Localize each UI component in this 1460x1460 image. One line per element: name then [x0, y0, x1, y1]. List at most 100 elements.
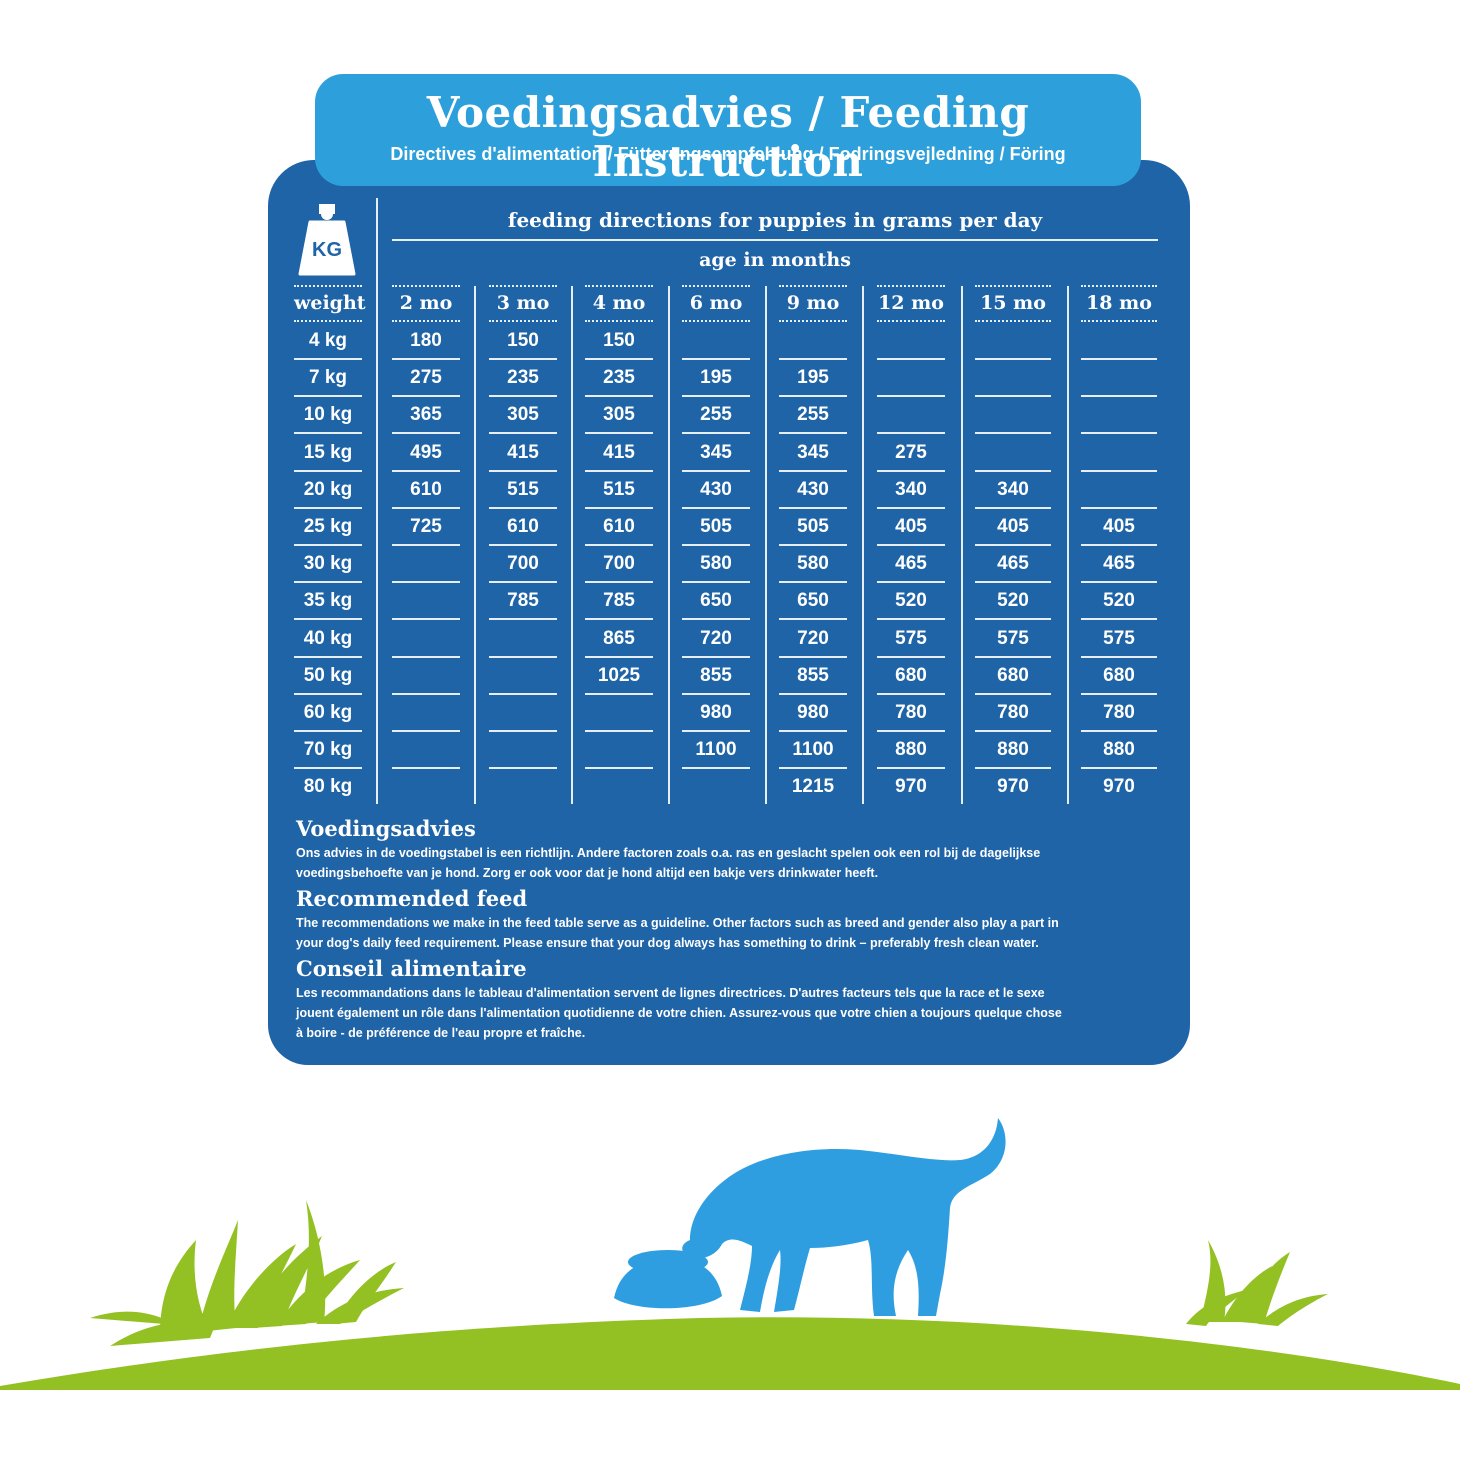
row-rule [975, 395, 1051, 398]
row-rule [975, 767, 1051, 770]
row-rule [294, 395, 362, 398]
row-rule [1081, 767, 1157, 770]
row-rule [779, 544, 847, 546]
grams-cell [682, 770, 750, 804]
grams-cell: 880 [1103, 739, 1135, 761]
row-rule [975, 544, 1051, 546]
grams-cell [1081, 398, 1157, 432]
row-rule [1081, 395, 1157, 398]
dog-eating-on-grass-illustration [0, 1090, 1460, 1394]
header-rule-bottom [392, 320, 460, 322]
ground-hill [0, 1317, 1460, 1390]
row-rule [294, 618, 362, 621]
grams-cell: 1215 [791, 776, 835, 798]
row-rule [585, 469, 653, 472]
food-bowl [614, 1250, 722, 1309]
row-rule [975, 358, 1051, 360]
grams-cell: 780 [895, 702, 927, 723]
header-rule-bottom [1081, 320, 1157, 322]
header-rule-bottom [682, 320, 750, 322]
row-rule [975, 730, 1051, 732]
grams-cell: 855 [797, 664, 829, 686]
row-rule [779, 655, 847, 658]
row-rule [294, 692, 362, 695]
weight-cell: 50 kg [303, 664, 353, 686]
row-rule [1081, 469, 1157, 472]
row-rule [392, 358, 460, 360]
row-rule [392, 692, 460, 695]
header-rule-top [877, 285, 945, 287]
grams-cell: 880 [895, 739, 927, 761]
row-rule [585, 767, 653, 770]
header-rule-top [294, 285, 362, 287]
row-rule [392, 395, 460, 398]
row-rule [392, 544, 460, 546]
note-text-line: Ons advies in de voedingstabel is een ri… [296, 846, 1041, 860]
grams-cell: 580 [797, 553, 829, 575]
row-rule [294, 432, 362, 435]
row-rule [585, 618, 653, 621]
row-rule [877, 692, 945, 695]
row-rule [489, 655, 557, 658]
note-text-line: your dog's daily feed requirement. Pleas… [296, 936, 1039, 950]
grams-cell: 610 [410, 478, 442, 500]
grams-cell: 405 [1103, 516, 1135, 537]
column-divider [571, 286, 573, 804]
grams-cell [489, 733, 557, 767]
grams-cell: 720 [700, 627, 732, 649]
age-column-header: 12 mo [878, 292, 944, 314]
header-rule-top [585, 285, 653, 287]
grams-cell [877, 324, 945, 358]
weight-cell: 4 kg [308, 330, 348, 351]
row-rule [877, 730, 945, 732]
row-rule [1081, 692, 1157, 695]
grams-cell [877, 361, 945, 395]
row-rule [682, 655, 750, 658]
row-rule [682, 544, 750, 546]
column-divider [765, 286, 767, 804]
grams-cell: 520 [997, 590, 1029, 612]
grams-cell: 430 [700, 478, 732, 500]
header-rule-bottom [877, 320, 945, 322]
row-rule [585, 358, 653, 360]
row-rule [1081, 544, 1157, 546]
row-rule [682, 395, 750, 398]
row-rule [489, 692, 557, 695]
grams-cell [489, 696, 557, 730]
row-rule [294, 358, 362, 360]
row-rule [779, 618, 847, 621]
weight-cell: 25 kg [303, 516, 353, 537]
grams-cell: 465 [895, 553, 927, 575]
row-rule [682, 469, 750, 472]
grams-cell [392, 696, 460, 730]
grams-cell: 465 [997, 553, 1029, 575]
row-rule [585, 692, 653, 695]
row-rule [489, 730, 557, 732]
grams-cell: 195 [700, 367, 732, 389]
grams-cell: 465 [1103, 553, 1135, 575]
grams-cell: 650 [797, 590, 829, 612]
grams-cell [975, 436, 1051, 470]
row-rule [294, 469, 362, 472]
grams-cell: 195 [797, 367, 829, 389]
dog-silhouette [682, 1118, 1006, 1316]
grams-cell: 580 [700, 553, 732, 575]
row-rule [682, 618, 750, 621]
row-rule [489, 767, 557, 770]
header-rule-bottom [585, 320, 653, 322]
grams-cell: 680 [997, 664, 1029, 686]
age-column-header: 4 mo [592, 292, 646, 314]
age-column-header: 18 mo [1086, 292, 1152, 314]
grams-cell: 255 [797, 404, 829, 426]
grams-cell [585, 770, 653, 804]
row-rule [489, 544, 557, 546]
grams-cell [682, 324, 750, 358]
row-rule [1081, 655, 1157, 658]
row-rule [489, 469, 557, 472]
row-rule [585, 544, 653, 546]
note-title: Conseil alimentaire [296, 956, 527, 981]
row-rule [779, 395, 847, 398]
note-title: Voedingsadvies [296, 816, 476, 841]
grams-cell: 700 [507, 553, 539, 575]
row-rule [489, 581, 557, 584]
